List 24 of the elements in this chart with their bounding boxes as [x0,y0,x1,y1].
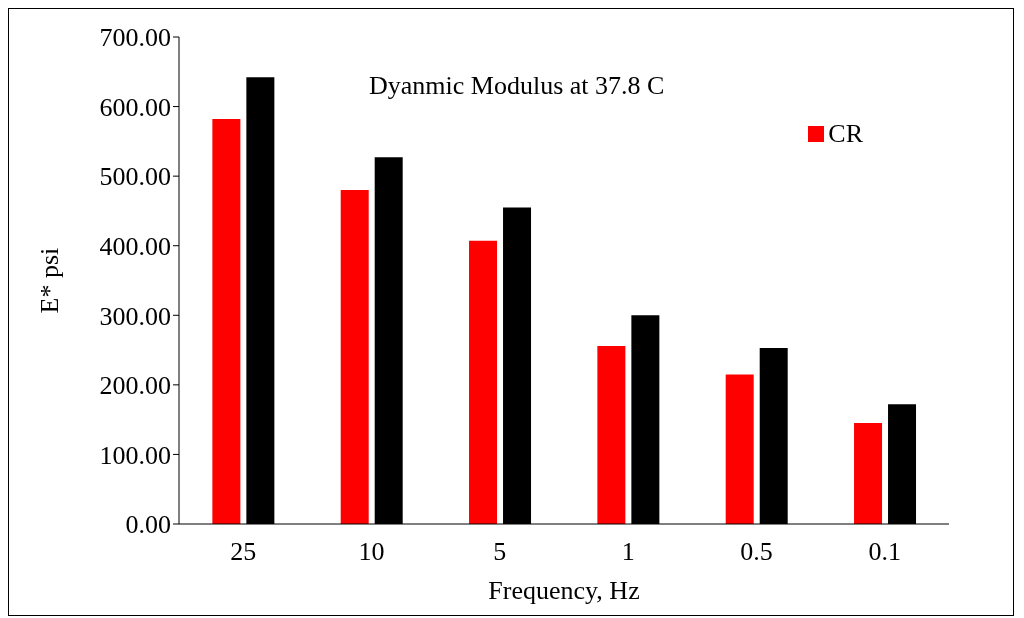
y-tick-label: 200.00 [99,371,171,401]
x-tick-label: 10 [358,537,385,567]
y-axis-title: E* psi [35,247,65,314]
x-tick-label: 25 [230,537,257,567]
bar [725,374,754,524]
x-tick-label: 0.1 [868,537,902,567]
y-tick-label: 0.00 [125,510,171,540]
y-tick-label: 400.00 [99,231,171,261]
x-tick-label: 0.5 [740,537,773,567]
x-axis-title: Frequency, Hz [488,576,640,605]
bar [469,240,498,524]
bar [854,423,883,524]
text: Dyanmic Modulus at 37.8 C [369,71,665,101]
x-tick-label: 5 [493,537,507,567]
y-tick-label: 600.00 [99,92,171,122]
y-tick-label: 700.00 [99,23,171,53]
y-tick-label: 500.00 [99,162,171,192]
bar [212,119,241,524]
y-tick-label: 100.00 [99,440,171,470]
x-tick-label: 1 [621,537,635,567]
y-tick-label: 300.00 [99,301,171,331]
bar [340,190,369,524]
legend-label: CR [828,119,863,149]
bar [597,345,626,524]
